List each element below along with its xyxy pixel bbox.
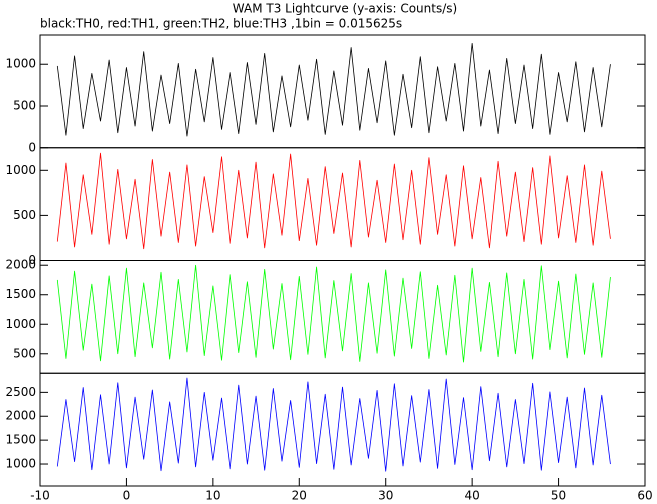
y-tick-label: 2000 (5, 258, 36, 272)
y-tick-label: 0 (28, 253, 36, 267)
x-tick-label: 40 (465, 489, 480, 503)
x-tick-label: -10 (30, 489, 50, 503)
y-tick-label: 1000 (5, 163, 36, 177)
y-tick-label: 2500 (5, 385, 36, 399)
trace (56, 377, 611, 472)
y-tick-label: 500 (13, 98, 36, 112)
trace (56, 152, 611, 250)
y-tick-label: 1000 (5, 317, 36, 331)
x-tick-label: 0 (123, 489, 131, 503)
panel-frame (39, 372, 646, 487)
trace (56, 264, 611, 363)
y-tick-label: 500 (13, 208, 36, 222)
y-tick-label: 500 (13, 346, 36, 360)
y-tick-label: 0 (28, 140, 36, 154)
x-tick-label: 60 (637, 489, 652, 503)
trace (56, 42, 611, 137)
x-tick-label: 20 (292, 489, 307, 503)
x-tick-label: 30 (378, 489, 393, 503)
y-tick-label: 1000 (5, 57, 36, 71)
x-tick-label: 10 (205, 489, 220, 503)
x-tick-label: 50 (551, 489, 566, 503)
y-tick-label: 1000 (5, 457, 36, 471)
panel-frame (39, 147, 646, 261)
panel-frame (39, 34, 646, 149)
chart-subtitle: black:TH0, red:TH1, green:TH2, blue:TH3 … (40, 17, 402, 31)
y-tick-label: 1500 (5, 287, 36, 301)
y-tick-label: 1500 (5, 433, 36, 447)
chart-title: WAM T3 Lightcurve (y-axis: Counts/s) (233, 2, 457, 16)
y-tick-label: 2000 (5, 409, 36, 423)
